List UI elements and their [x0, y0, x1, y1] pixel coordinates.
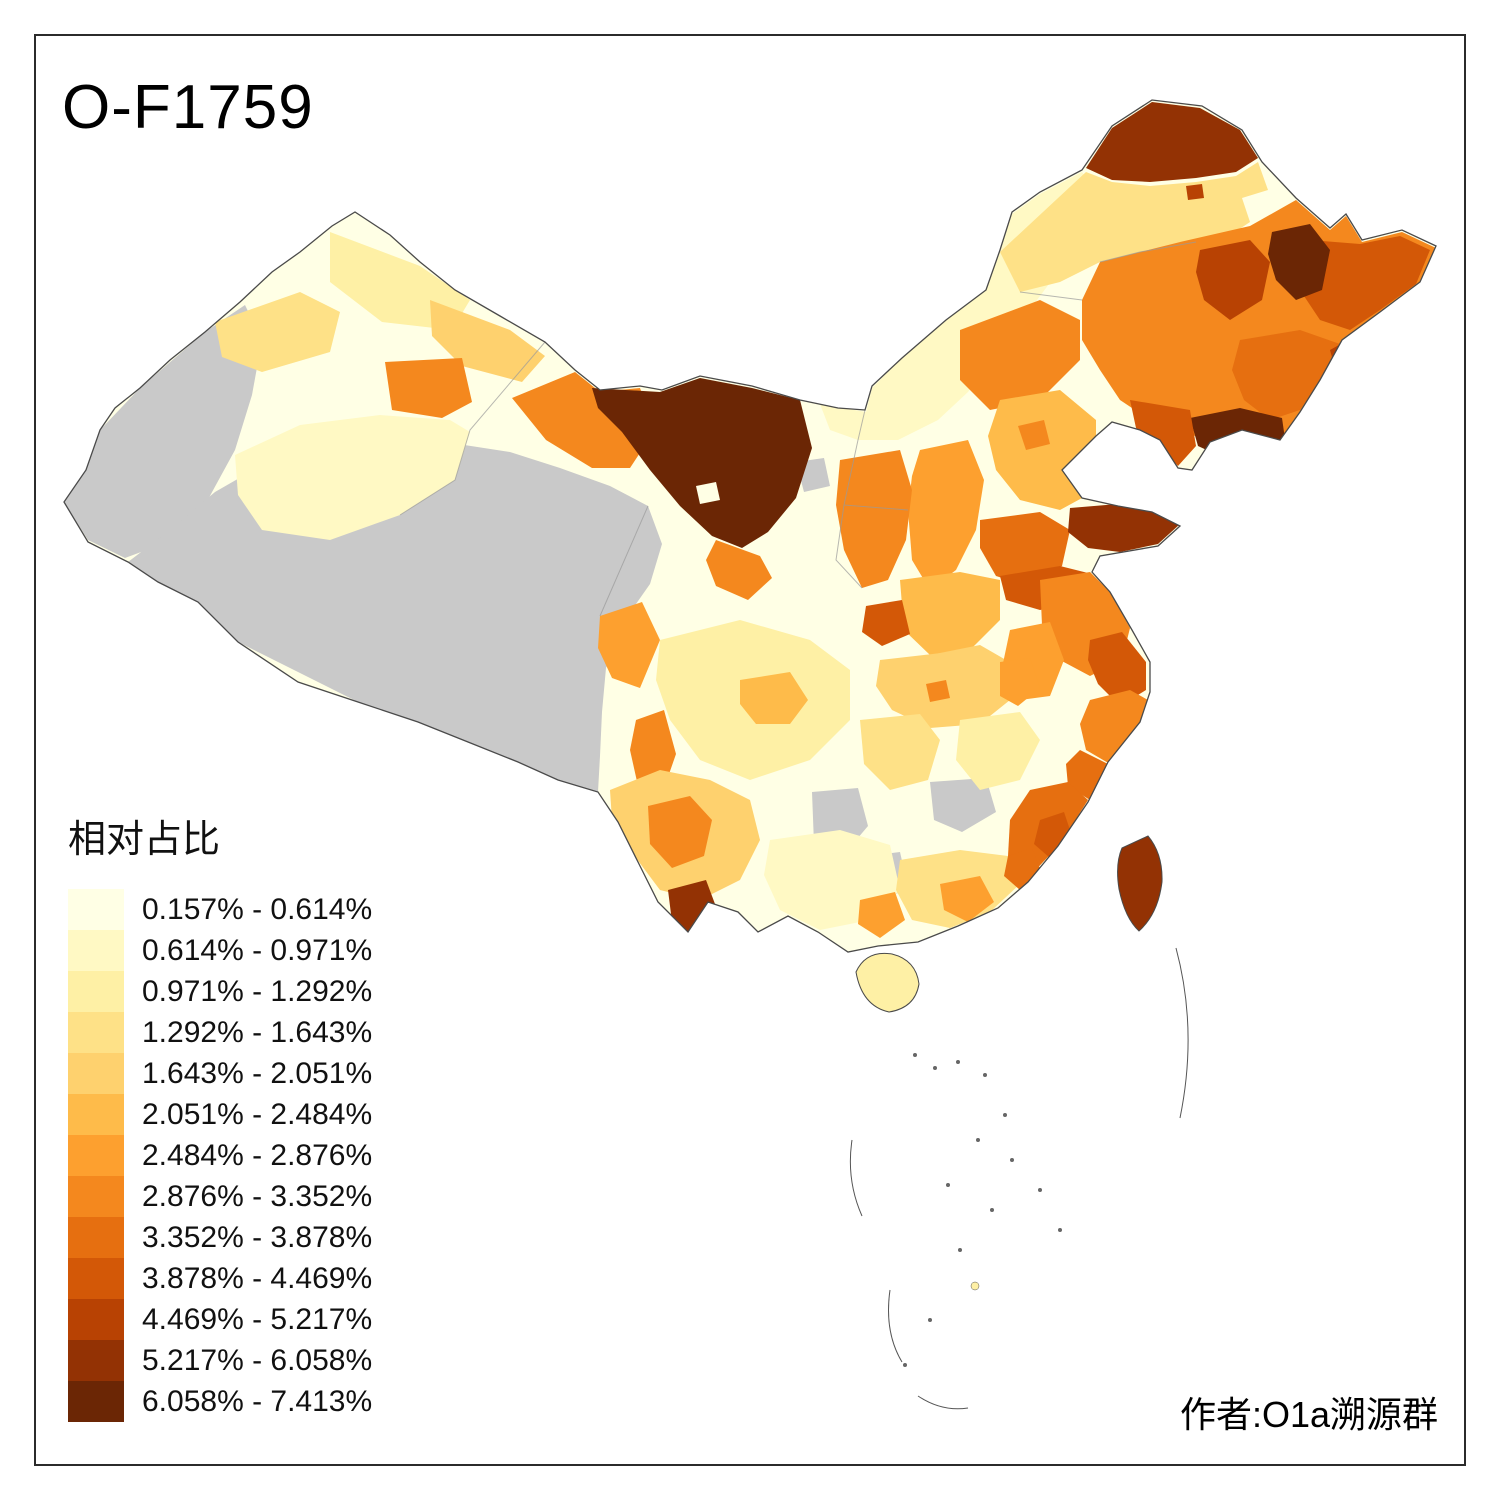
map-region-nodata-patch-2	[930, 778, 996, 832]
map-region-hubei-east	[1000, 658, 1040, 706]
legend-label-3: 1.292% - 1.643%	[142, 1015, 373, 1049]
map-region-west-xinjiang-nodata	[64, 305, 262, 558]
south-china-sea-islets	[903, 1053, 1062, 1367]
map-region-jiangxi	[956, 712, 1040, 790]
legend-label-10: 4.469% - 5.217%	[142, 1302, 373, 1336]
legend: 相对占比 0.157% - 0.614% 0.614% - 0.971% 0.971…	[68, 808, 488, 1422]
map-region-taiwan	[1117, 835, 1163, 932]
legend-label-0: 0.157% - 0.614%	[142, 892, 373, 926]
legend-row-1: 0.614% - 0.971%	[68, 930, 488, 971]
map-region-heilongjiang-east	[1300, 236, 1430, 330]
legend-row-2: 0.971% - 1.292%	[68, 971, 488, 1012]
map-region-chengdu	[740, 672, 808, 724]
taiping-islet	[970, 1281, 980, 1291]
map-region-shaanxi-north	[836, 450, 912, 588]
legend-label-1: 0.614% - 0.971%	[142, 933, 373, 967]
legend-swatch-7	[68, 1176, 124, 1217]
legend-row-0: 0.157% - 0.614%	[68, 889, 488, 930]
map-region-heilongjiang-dark	[1268, 224, 1330, 300]
map-region-alxa-dark	[592, 378, 812, 548]
map-region-beijing	[1018, 420, 1050, 450]
attribution: 作者:O1a溯源群	[1179, 1394, 1438, 1435]
legend-swatch-3	[68, 1012, 124, 1053]
legend-rows: 0.157% - 0.614% 0.614% - 0.971% 0.971% - 1…	[68, 889, 488, 1422]
map-region-jilin	[1232, 330, 1340, 420]
legend-swatch-8	[68, 1217, 124, 1258]
map-region-jiangsu-south	[1088, 632, 1146, 706]
map-region-hunan	[860, 714, 940, 790]
map-region-yunnan-center	[648, 796, 712, 868]
legend-label-2: 0.971% - 1.292%	[142, 974, 373, 1008]
legend-label-12: 6.058% - 7.413%	[142, 1384, 373, 1418]
legend-swatch-6	[68, 1135, 124, 1176]
legend-title: 相对占比	[68, 819, 221, 861]
province-borders	[399, 241, 1197, 617]
legend-label-11: 5.217% - 6.058%	[142, 1343, 373, 1377]
map-region-harbin	[1196, 240, 1270, 320]
map-region-zhejiang-south	[1066, 750, 1108, 800]
page-title: O-F1759	[62, 73, 314, 142]
map-region-hulunbuir-dark	[1086, 102, 1258, 182]
legend-row-9: 3.878% - 4.469%	[68, 1258, 488, 1299]
map-region-henan	[900, 572, 1000, 655]
legend-label-7: 2.876% - 3.352%	[142, 1179, 373, 1213]
map-region-shanxi	[908, 440, 984, 590]
legend-swatch-12	[68, 1381, 124, 1422]
map-region-zhejiang	[1080, 690, 1148, 764]
legend-row-8: 3.352% - 3.878%	[68, 1217, 488, 1258]
south-china-sea-features	[849, 947, 1189, 1410]
legend-row-11: 5.217% - 6.058%	[68, 1340, 488, 1381]
legend-swatch-9	[68, 1258, 124, 1299]
map-region-liaoning-dark	[1190, 408, 1286, 462]
map-region-qinghai-east	[598, 602, 660, 688]
map-region-bayingol	[385, 358, 472, 418]
legend-label-9: 3.878% - 4.469%	[142, 1261, 373, 1295]
legend-row-3: 1.292% - 1.643%	[68, 1012, 488, 1053]
mainland-outline	[63, 99, 1437, 953]
legend-label-6: 2.484% - 2.876%	[142, 1138, 373, 1172]
map-region-shandong-peninsula	[1068, 504, 1180, 552]
legend-swatch-1	[68, 930, 124, 971]
legend-label-4: 1.643% - 2.051%	[142, 1056, 373, 1090]
legend-row-4: 1.643% - 2.051%	[68, 1053, 488, 1094]
map-region-alxa-light-spot	[696, 482, 720, 504]
legend-label-5: 2.051% - 2.484%	[142, 1097, 373, 1131]
legend-row-7: 2.876% - 3.352%	[68, 1176, 488, 1217]
map-region-guangdong-spot	[940, 876, 994, 922]
map-region-chongqing-spot	[926, 680, 950, 702]
legend-swatch-5	[68, 1094, 124, 1135]
legend-row-5: 2.051% - 2.484%	[68, 1094, 488, 1135]
map-region-inner-mongolia-east	[960, 300, 1080, 410]
legend-row-12: 6.058% - 7.413%	[68, 1381, 488, 1422]
legend-row-10: 4.469% - 5.217%	[68, 1299, 488, 1340]
map-region-fujian-spot	[1034, 812, 1072, 858]
legend-swatch-4	[68, 1053, 124, 1094]
map-region-yinchuan	[706, 540, 772, 600]
legend-swatch-2	[68, 971, 124, 1012]
map-region-hulunbuir-dot	[1186, 184, 1204, 200]
legend-label-8: 3.352% - 3.878%	[142, 1220, 373, 1254]
legend-swatch-11	[68, 1340, 124, 1381]
map-region-guangxi-spot	[858, 892, 905, 938]
map-region-shandong-west	[980, 512, 1070, 586]
map-region-ili	[215, 292, 340, 372]
legend-row-6: 2.484% - 2.876%	[68, 1135, 488, 1176]
legend-swatch-0	[68, 889, 124, 930]
map-region-henan-west-spot	[862, 600, 910, 646]
map-region-hainan	[855, 952, 920, 1013]
map-region-east-xinjiang	[235, 415, 470, 540]
map-region-liaoning-west	[1130, 400, 1196, 466]
legend-swatch-10	[68, 1299, 124, 1340]
